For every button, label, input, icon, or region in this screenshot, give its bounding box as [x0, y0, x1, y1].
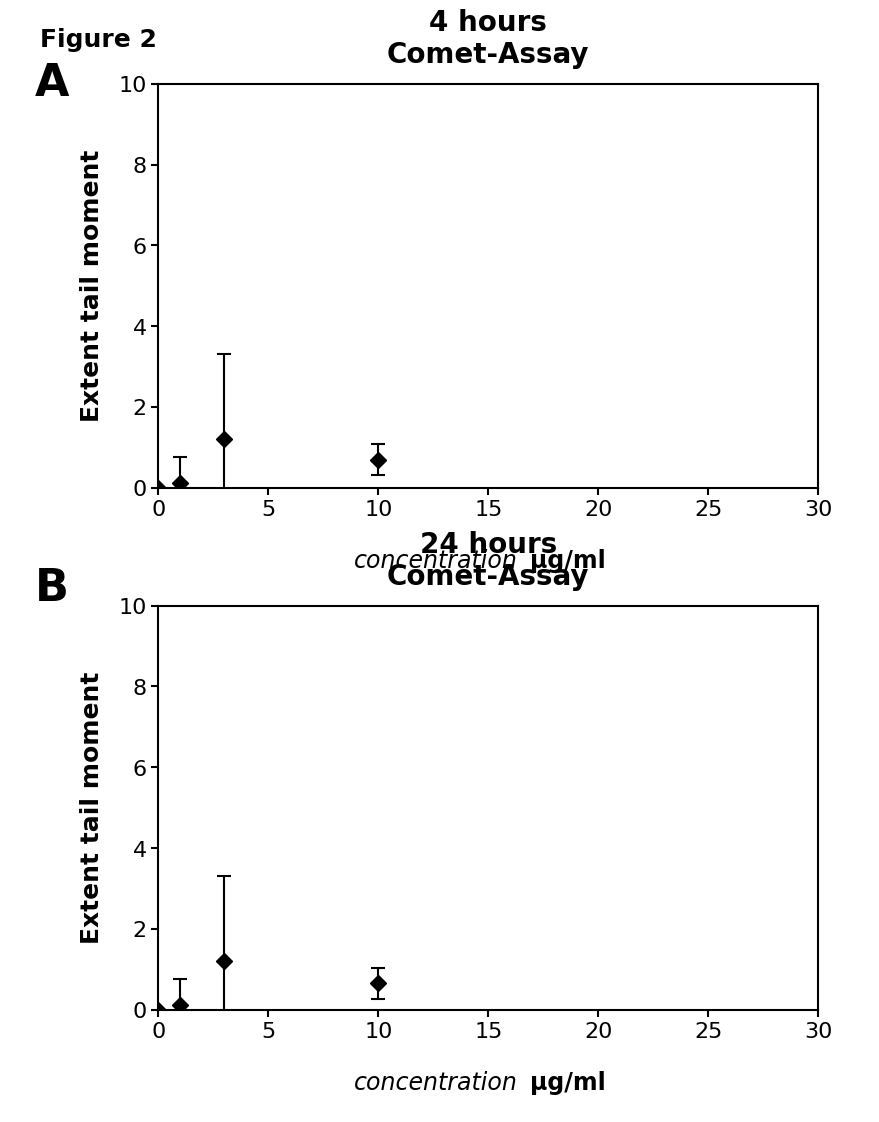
Text: A: A	[35, 62, 69, 104]
Text: concentration: concentration	[353, 549, 517, 572]
Text: Figure 2: Figure 2	[40, 28, 156, 52]
Text: μg/ml: μg/ml	[529, 1070, 605, 1094]
Text: B: B	[35, 567, 69, 609]
Text: concentration: concentration	[353, 1070, 517, 1094]
Text: μg/ml: μg/ml	[529, 549, 605, 572]
Y-axis label: Extent tail moment: Extent tail moment	[80, 672, 105, 944]
Title: 24 hours
Comet-Assay: 24 hours Comet-Assay	[387, 531, 589, 591]
Title: 4 hours
Comet-Assay: 4 hours Comet-Assay	[387, 9, 589, 70]
Y-axis label: Extent tail moment: Extent tail moment	[80, 150, 105, 422]
